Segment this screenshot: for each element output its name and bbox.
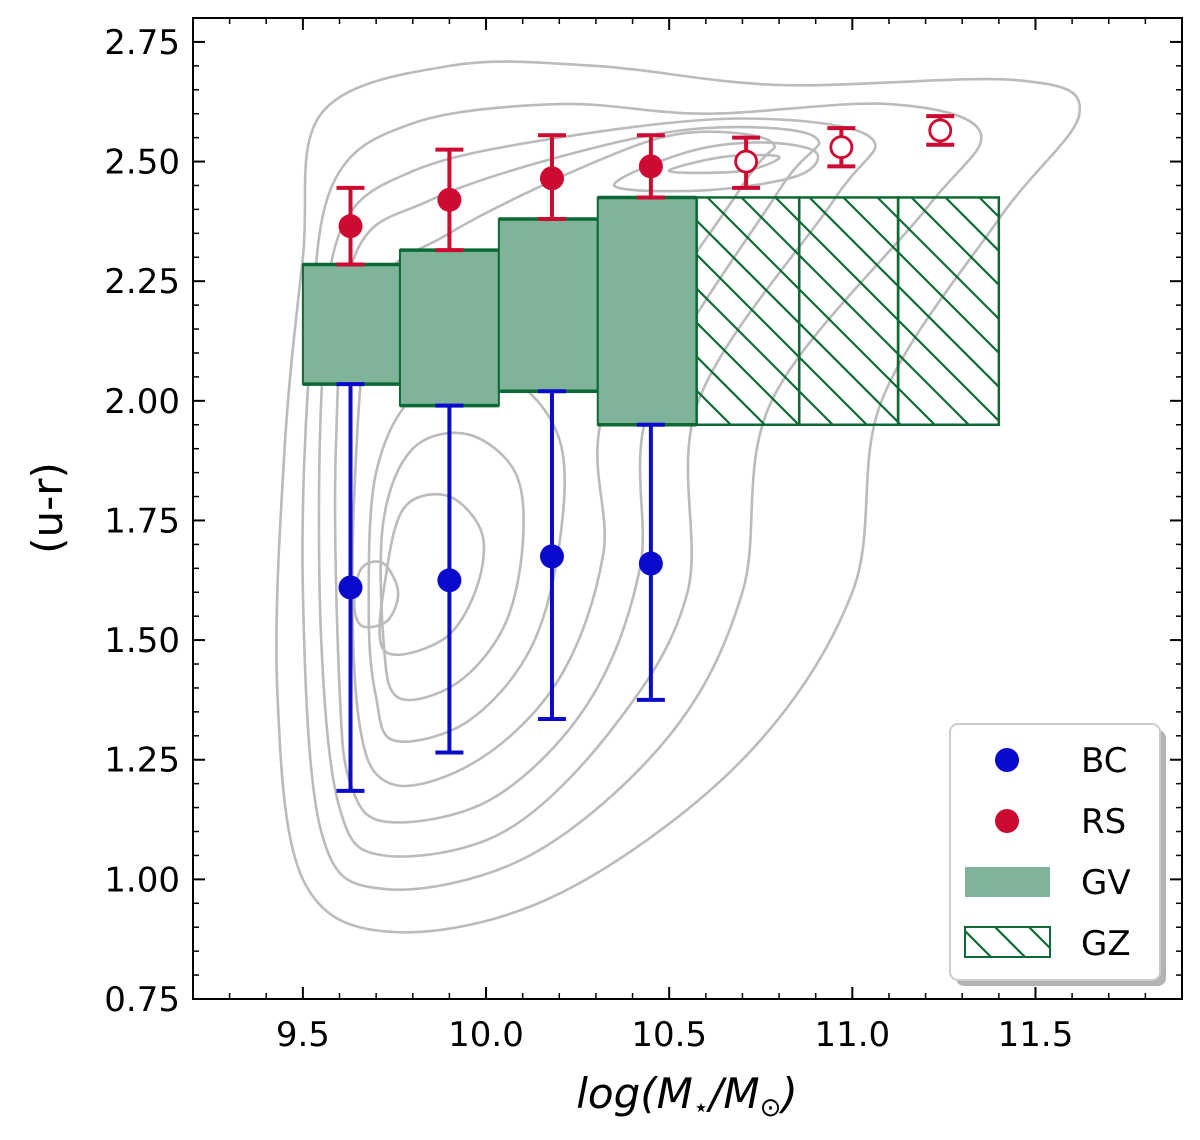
legend: BC RS GV GZ (949, 723, 1166, 986)
contour-6 (379, 431, 525, 702)
legend-rs-label: RS (1081, 802, 1126, 842)
gz-bin-0 (695, 196, 801, 427)
contour-1 (301, 102, 983, 891)
y-tick-label: 0.75 (104, 980, 180, 1020)
gz-layer (695, 196, 1001, 427)
gv-bin-2 (497, 217, 599, 393)
rs-point-2 (537, 133, 566, 221)
contour-3 (333, 125, 821, 824)
rs-marker-0 (338, 214, 363, 239)
rs-marker-3 (638, 154, 663, 179)
bc-point-3 (636, 422, 665, 702)
y-tick-label: 2.25 (104, 262, 180, 302)
rs-marker-open-4 (734, 149, 759, 174)
plot-frame (192, 17, 1183, 1000)
rs-point-4 (732, 135, 761, 190)
contour-4 (351, 130, 777, 788)
gz-bin-2 (896, 196, 1001, 427)
y-tick-label: 2.75 (104, 23, 180, 63)
gv-bin-1 (398, 249, 500, 407)
y-tick-label: 1.25 (104, 741, 180, 781)
legend-bc-label: BC (1081, 741, 1127, 781)
x-axis-label-sub2: ⊙ (760, 1093, 782, 1123)
y-tick-label: 2.00 (104, 382, 180, 422)
bc-marker-3 (638, 551, 663, 576)
bc-marker-1 (437, 568, 462, 593)
x-tick-label: 11.0 (814, 1015, 890, 1055)
bc-point-2 (537, 389, 566, 722)
contour-8 (352, 560, 400, 629)
rs-marker-open-6 (928, 118, 953, 143)
legend-box (949, 723, 1161, 981)
bc-point-0 (336, 382, 365, 793)
bc-marker-0 (338, 575, 363, 600)
gv-bin-0 (301, 263, 401, 386)
legend-gv-label: GV (1081, 863, 1131, 903)
density-contours (275, 60, 1082, 934)
contour-9 (612, 141, 820, 193)
y-tick-label: 1.50 (104, 621, 180, 661)
y-tick-label: 2.50 (104, 143, 180, 183)
rs-point-5 (827, 126, 856, 169)
x-axis-label-mid: /M (705, 1069, 759, 1118)
rs-series (336, 114, 955, 267)
legend-rs-marker (995, 809, 1019, 833)
x-tick-label: 11.5 (998, 1015, 1074, 1055)
bc-marker-2 (539, 544, 564, 569)
x-tick-label: 10.0 (448, 1015, 524, 1055)
x-tick-label: 9.5 (276, 1015, 330, 1055)
x-axis-label: log(M⋆/M⊙) (576, 1069, 798, 1123)
legend-gv-swatch (965, 867, 1050, 897)
bc-point-1 (435, 403, 464, 755)
rs-point-3 (636, 133, 665, 200)
contour-2 (317, 117, 877, 858)
x-axis-label-pre: log(M (576, 1069, 693, 1118)
legend-gz-label: GZ (1081, 924, 1131, 964)
contour-10 (667, 153, 781, 175)
x-tick-label: 10.5 (631, 1015, 707, 1055)
y-tick-label: 1.75 (104, 501, 180, 541)
legend-bc-marker (995, 748, 1019, 772)
gz-bin-1 (797, 196, 900, 427)
legend-gz-swatch (964, 926, 1051, 958)
x-axis-label-post: ) (778, 1069, 797, 1118)
rs-point-1 (435, 147, 464, 253)
bc-series (336, 382, 665, 793)
contour-0 (275, 60, 1082, 934)
rs-marker-open-5 (829, 135, 854, 160)
rs-marker-2 (539, 166, 564, 191)
y-axis-label: (u-r) (23, 462, 72, 554)
gv-bin-3 (596, 196, 698, 426)
y-tick-label: 1.00 (104, 860, 180, 900)
rs-point-6 (926, 114, 955, 147)
x-axis-label-sub1: ⋆ (693, 1093, 709, 1123)
rs-marker-1 (437, 187, 462, 212)
rs-point-0 (336, 185, 365, 267)
